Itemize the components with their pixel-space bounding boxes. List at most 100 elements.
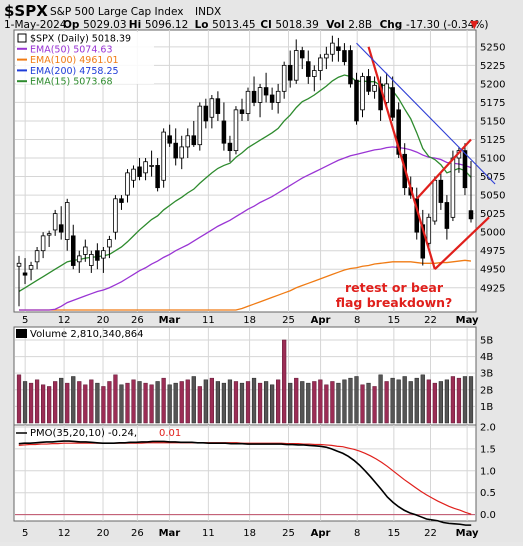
candle-down-body	[438, 179, 444, 203]
candle-down-body	[155, 165, 160, 189]
candle-up-body	[28, 265, 34, 270]
x-tick-label: 12	[58, 528, 71, 539]
candle-up-body	[131, 168, 136, 181]
volume-bar-up	[113, 374, 118, 424]
candle-up-body	[89, 253, 94, 266]
change-down-icon: ▼	[470, 18, 479, 31]
candle	[113, 195, 118, 240]
volume-bar-up	[161, 377, 166, 424]
volume-bar-up	[209, 377, 214, 424]
candle-down-body	[119, 198, 124, 203]
candle-down-body	[137, 166, 142, 177]
candle	[432, 176, 438, 225]
candle	[420, 209, 426, 266]
candle-down-body	[366, 76, 371, 92]
candle	[179, 135, 184, 170]
candle-down-body	[173, 142, 178, 159]
candle-up-body	[330, 42, 335, 55]
candle-up-body	[125, 172, 130, 196]
volume-bar-down	[173, 382, 178, 424]
candle-up-body	[185, 135, 191, 148]
pmo-axis: 2.0 1.5 1.0 0.5 0.0	[480, 423, 496, 522]
candle	[342, 43, 347, 66]
price-tick-label: 4950	[480, 265, 505, 276]
volume-bar-up	[28, 382, 34, 424]
pmo-line	[18, 440, 472, 526]
legend-entry: EMA(200) 4758.25	[30, 66, 119, 77]
volume-bar-up	[41, 384, 46, 424]
candle	[221, 102, 227, 151]
candle	[227, 135, 233, 162]
candle-down-body	[227, 142, 233, 152]
x-axis-bottom: 5 12 20 26 Mar 11 18 25 Apr 8 15 22 May	[22, 528, 479, 539]
x-tick-label: 5	[22, 528, 28, 539]
candle-down-body	[269, 94, 275, 103]
volume-legend-swatch	[16, 329, 27, 338]
volume-bar-up	[384, 381, 389, 424]
legend-entry: EMA(50) 5074.63	[30, 44, 113, 55]
candle-up-body	[372, 84, 377, 92]
volume-bar-down	[288, 382, 293, 424]
candle	[77, 250, 82, 273]
candle	[257, 83, 263, 118]
volume-bar-down	[462, 376, 468, 424]
candle	[119, 195, 124, 210]
quote-value: 5018.39	[275, 19, 318, 31]
candle	[58, 206, 64, 240]
volume-bar-up	[101, 386, 106, 424]
volume-bar-down	[354, 376, 359, 424]
trendline	[434, 216, 490, 271]
candle-down-body	[336, 46, 341, 51]
quote-value: -17.30 (-0.34%)	[406, 19, 489, 31]
pmo-tick-label: 1.5	[480, 444, 496, 455]
candle-up-body	[360, 76, 365, 111]
volume-bar-down	[251, 377, 257, 424]
candle	[131, 165, 136, 188]
candle-up-body	[324, 53, 329, 59]
quote-value: 5029.03	[83, 19, 126, 31]
volume-bar-up	[107, 381, 112, 424]
candle	[324, 46, 329, 70]
legend-entry: EMA(100) 4961.01	[30, 55, 119, 66]
legend-candle-icon	[17, 33, 27, 43]
candle	[70, 224, 76, 270]
volume-bar-down	[396, 379, 401, 424]
candle-down-body	[287, 64, 293, 81]
pmo-signal-label: 0.01	[159, 428, 181, 439]
ema-lines	[18, 74, 472, 311]
volume-bar-up	[450, 376, 456, 424]
x-tick-label: Apr	[311, 528, 331, 539]
volume-bar-up	[89, 379, 94, 424]
candle	[95, 243, 100, 270]
exchange-label: INDX	[195, 6, 221, 18]
candle-down-body	[70, 235, 76, 266]
candle	[46, 230, 52, 247]
candle-down-body	[342, 50, 347, 63]
candle-down-body	[306, 61, 311, 77]
candle	[209, 95, 215, 129]
candle	[197, 102, 203, 151]
candle	[312, 65, 317, 92]
trendline	[415, 138, 472, 200]
candle	[203, 98, 209, 129]
candle	[318, 54, 323, 81]
candle	[191, 120, 197, 147]
candle-down-body	[348, 50, 353, 85]
volume-bar-up	[179, 381, 184, 424]
volume-bar-down	[390, 377, 395, 424]
candle-down-body	[263, 87, 269, 96]
trendline	[367, 46, 436, 270]
volume-bar-up	[131, 379, 136, 424]
candle	[384, 72, 389, 107]
candle	[281, 61, 287, 99]
candle-up-body	[83, 246, 88, 255]
candle	[348, 45, 353, 88]
candle	[336, 37, 341, 62]
volume-bar-up	[197, 386, 202, 424]
volume-tick-label: 1B	[480, 402, 493, 413]
volume-axis: 5B 4B 3B 2B 1B	[480, 335, 493, 412]
price-tick-label: 4925	[480, 283, 505, 294]
price-tick-label: 5225	[480, 61, 505, 72]
